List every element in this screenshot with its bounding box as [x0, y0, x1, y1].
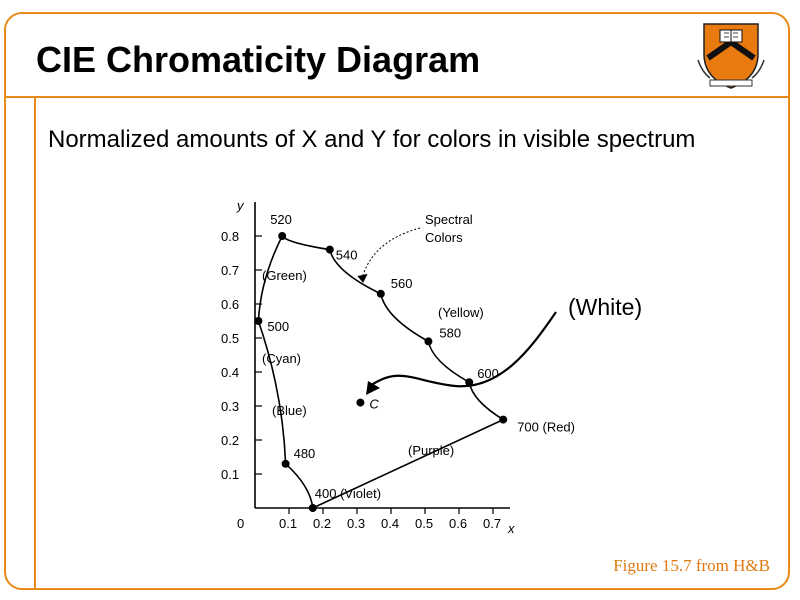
- region-label-purple: (Purple): [408, 443, 454, 458]
- x-tick-label: 0.3: [347, 516, 365, 531]
- spectral-colors-label-line2: Colors: [425, 230, 463, 245]
- spectral-point-dot: [424, 337, 433, 346]
- spectral-point-label: 600: [477, 366, 499, 381]
- x-tick-label: 0.5: [415, 516, 433, 531]
- white-pointer-arrow: [369, 311, 557, 388]
- spectral-point-dot: [325, 245, 334, 254]
- line-of-purples: [312, 418, 504, 509]
- spectral-points-group: 400 (Violet) 480 500 520 540 560 580 600 700 (Re…: [254, 212, 575, 512]
- spectral-point-dot: [376, 289, 385, 298]
- x-tick-label: 0.4: [381, 516, 399, 531]
- spectral-point-dot: [308, 504, 317, 512]
- x-tick-group: 0.1 0.2 0.3 0.4 0.5 0.6 0.7: [279, 508, 501, 531]
- x-tick-label: 0.6: [449, 516, 467, 531]
- spectral-point-label: 500: [267, 319, 289, 334]
- y-tick-label: 0.8: [221, 229, 239, 244]
- y-tick-label: 0.4: [221, 365, 239, 380]
- region-label-blue: (Blue): [272, 403, 307, 418]
- spectral-colors-label-line1: Spectral: [425, 212, 473, 227]
- left-margin-rule: [34, 98, 36, 588]
- spectral-point-dot: [254, 317, 263, 325]
- region-label-green: (Green): [262, 268, 307, 283]
- origin-label: 0: [237, 516, 244, 531]
- y-tick-label: 0.6: [221, 297, 239, 312]
- spectral-point-dot: [499, 415, 508, 424]
- spectral-locus-curve: [257, 234, 504, 509]
- y-tick-label: 0.7: [221, 263, 239, 278]
- title-divider: [6, 96, 788, 98]
- region-label-yellow: (Yellow): [438, 305, 484, 320]
- region-label-cyan: (Cyan): [262, 351, 301, 366]
- spectral-colors-pointer: [362, 227, 421, 276]
- x-axis-label: x: [507, 521, 515, 536]
- spectral-point-label: 560: [391, 276, 413, 291]
- x-tick-label: 0.7: [483, 516, 501, 531]
- y-tick-label: 0.1: [221, 467, 239, 482]
- white-arrowhead-icon: [366, 381, 380, 395]
- y-tick-label: 0.2: [221, 433, 239, 448]
- slide-title: CIE Chromaticity Diagram: [36, 39, 481, 80]
- x-tick-label: 0.2: [313, 516, 331, 531]
- spectral-point-dot: [281, 459, 290, 468]
- spectral-point-label: 540: [336, 248, 358, 263]
- spectral-point-dot: [465, 378, 474, 387]
- y-tick-label: 0.5: [221, 331, 239, 346]
- princeton-shield-icon: [697, 23, 765, 89]
- slide-subtitle: Normalized amounts of X and Y for colors…: [48, 126, 696, 153]
- white-point-label: C: [369, 397, 379, 412]
- slide-frame: [4, 12, 790, 590]
- y-tick-group: 0.1 0.2 0.3 0.4 0.5 0.6 0.7 0.8: [221, 229, 262, 482]
- figure-caption: Figure 15.7 from H&B: [613, 556, 770, 575]
- x-tick-label: 0.1: [279, 516, 297, 531]
- spectral-point-dot: [278, 232, 287, 240]
- y-axis-label: y: [236, 198, 245, 213]
- white-annotation: (White): [568, 294, 643, 320]
- y-tick-label: 0.3: [221, 399, 239, 414]
- spectral-point-label: 480: [294, 446, 316, 461]
- spectral-point-label: 700 (Red): [517, 420, 575, 435]
- cie-chromaticity-diagram: y x 0 0.1 0.2 0.3 0.4 0.5 0.6 0.7 0.1 0.2 0.3 0.4…: [221, 198, 575, 536]
- spectral-point-label: 580: [439, 325, 461, 340]
- spectral-point-label: 520: [270, 212, 292, 227]
- spectral-colors-arrowhead: [357, 273, 368, 283]
- spectral-point-label: 400 (Violet): [315, 486, 381, 501]
- white-point-dot: [356, 398, 365, 407]
